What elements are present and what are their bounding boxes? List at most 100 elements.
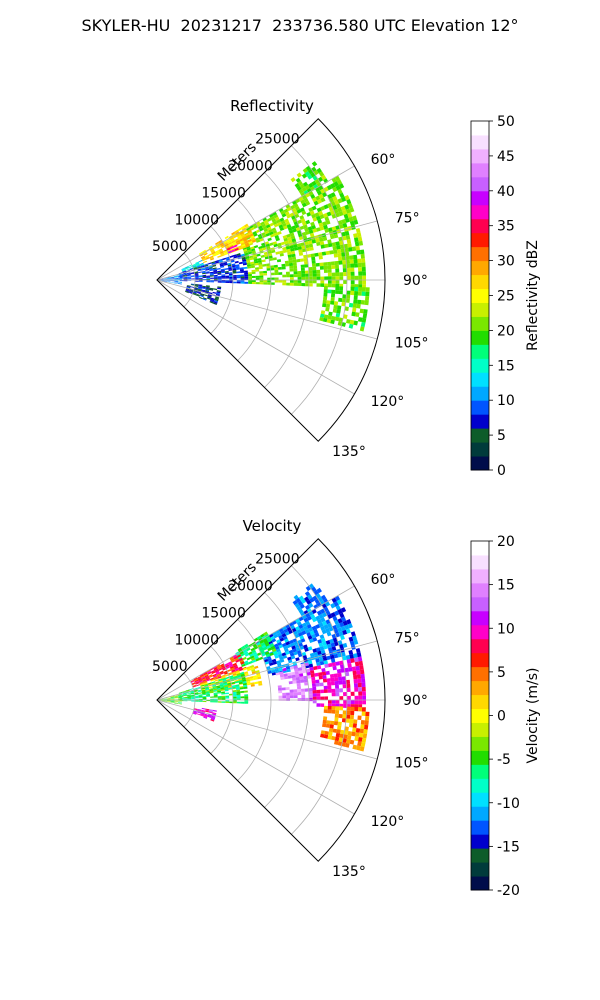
colorbar-segment — [471, 302, 489, 317]
echo-cell — [330, 642, 336, 648]
echo-cell — [204, 713, 209, 716]
echo-cell — [242, 656, 247, 661]
echo-cell — [255, 237, 260, 241]
echo-cell — [278, 698, 283, 701]
echo-cell — [197, 266, 201, 269]
echo-cell — [257, 233, 263, 238]
echo-cell — [163, 278, 167, 280]
echo-cell — [256, 223, 262, 228]
echo-cell — [200, 263, 204, 266]
echo-cell — [236, 233, 241, 237]
echo-cell — [354, 237, 359, 243]
echo-cell — [227, 682, 232, 685]
echo-cell — [215, 251, 220, 255]
echo-cell — [333, 253, 338, 258]
echo-cell — [206, 694, 210, 696]
echo-cell — [264, 241, 269, 245]
echo-cell — [187, 697, 192, 699]
echo-cell — [288, 239, 293, 244]
echo-cell — [299, 673, 304, 677]
echo-cell — [203, 715, 208, 718]
echo-cell — [249, 224, 254, 229]
echo-cell — [282, 635, 288, 641]
echo-cell — [296, 258, 301, 263]
echo-cell — [275, 629, 281, 635]
echo-cell — [270, 645, 276, 650]
echo-cell — [166, 701, 171, 702]
colorbar-segment — [471, 666, 489, 682]
echo-cell — [322, 656, 328, 661]
echo-cell — [272, 661, 277, 665]
colorbar-tick-label: 15 — [497, 358, 515, 374]
echo-cell — [296, 209, 302, 214]
echo-cell — [278, 653, 283, 658]
echo-cell — [357, 678, 362, 684]
echo-cell — [341, 256, 346, 261]
echo-cell — [218, 667, 223, 671]
echo-cell — [238, 657, 243, 662]
echo-cell — [170, 701, 175, 702]
echo-cell — [267, 647, 272, 652]
echo-cell — [229, 246, 235, 250]
echo-cell — [355, 312, 360, 317]
echo-cell — [225, 676, 230, 680]
echo-cell — [308, 270, 313, 274]
echo-cell — [309, 666, 314, 671]
echo-cell — [330, 300, 335, 305]
echo-cell — [308, 273, 313, 277]
echo-cell — [323, 685, 328, 690]
echo-cell — [286, 698, 290, 701]
theta-tick-label: 60° — [371, 152, 396, 168]
echo-cell — [231, 659, 236, 663]
echo-cell — [320, 244, 325, 249]
echo-cell — [242, 649, 248, 653]
echo-cell — [345, 654, 351, 660]
echo-cell — [336, 309, 341, 314]
echo-cell — [229, 666, 235, 670]
echo-cell — [304, 628, 310, 634]
colorbar-segment — [471, 736, 489, 751]
echo-cell — [311, 256, 316, 261]
echo-cell — [163, 699, 167, 700]
echo-cell — [244, 242, 250, 246]
echo-cell — [326, 300, 331, 305]
echo-cell — [193, 267, 198, 270]
echo-cell — [285, 263, 290, 267]
echo-cell — [252, 254, 257, 258]
echo-cell — [182, 692, 187, 694]
echo-cell — [305, 283, 309, 287]
echo-cell — [200, 265, 205, 268]
echo-cell — [213, 675, 218, 678]
echo-cell — [210, 277, 214, 279]
echo-cell — [236, 696, 241, 699]
echo-cell — [221, 676, 226, 680]
echo-cell — [240, 276, 245, 279]
echo-cell — [232, 243, 238, 247]
echo-cell — [261, 644, 267, 649]
echo-cell — [253, 653, 258, 658]
echo-cell — [201, 687, 206, 690]
echo-cell — [200, 674, 205, 678]
echo-cell — [344, 667, 349, 673]
echo-cell — [311, 625, 317, 631]
colorbar-tick-label: -10 — [497, 796, 520, 812]
echo-cell — [352, 303, 357, 308]
colorbar-segment — [471, 568, 489, 584]
echo-cell — [361, 682, 366, 688]
colorbar-segment — [471, 442, 489, 457]
echo-cell — [319, 661, 325, 666]
echo-cell — [285, 651, 290, 655]
echo-cell — [311, 213, 316, 219]
echo-cell — [304, 264, 309, 268]
echo-cell — [277, 685, 282, 689]
echo-cell — [209, 274, 214, 276]
echo-cell — [331, 646, 337, 651]
echo-cell — [163, 698, 167, 700]
echo-cell — [183, 698, 188, 700]
echo-cell — [360, 669, 365, 675]
echo-cell — [251, 282, 256, 285]
echo-cell — [349, 220, 355, 226]
echo-cell — [196, 711, 201, 714]
echo-cell — [166, 701, 171, 703]
echo-cell — [334, 610, 340, 616]
